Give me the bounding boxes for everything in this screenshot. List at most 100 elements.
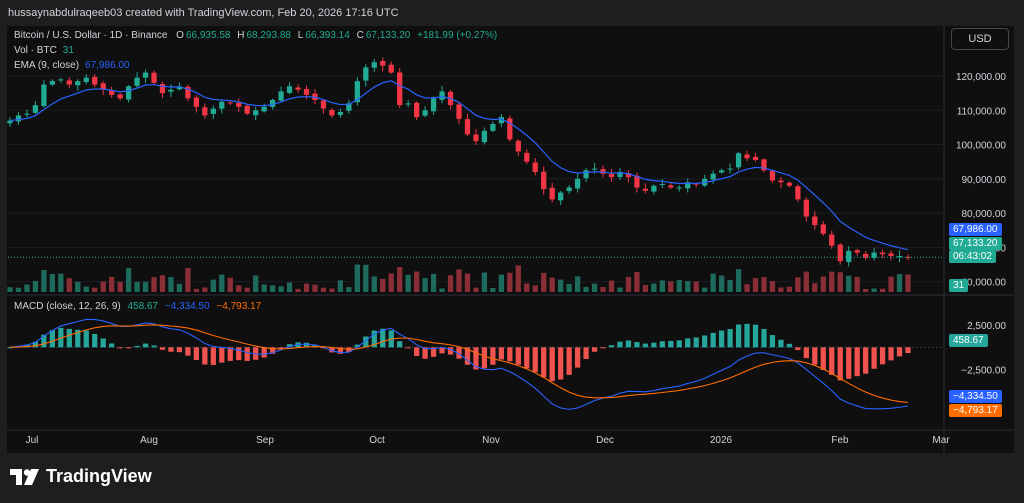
macd-histogram-bar bbox=[566, 347, 572, 375]
candle-body bbox=[159, 83, 166, 94]
macd-histogram-bar bbox=[185, 347, 191, 356]
volume-bar bbox=[837, 272, 843, 292]
volume-bar bbox=[202, 287, 208, 292]
volume-bar bbox=[668, 281, 674, 292]
candle-body bbox=[888, 253, 894, 256]
currency-button[interactable]: USD bbox=[951, 28, 1009, 50]
volume-bar bbox=[532, 285, 538, 292]
candle-body bbox=[49, 81, 55, 85]
volume-bar bbox=[854, 276, 860, 292]
volume-bar bbox=[278, 286, 284, 292]
volume-bar bbox=[871, 288, 877, 292]
volume-bar bbox=[261, 284, 267, 292]
volume-legend[interactable]: Vol · BTC 31 bbox=[14, 45, 74, 56]
candle-body bbox=[871, 252, 877, 258]
attribution: hussaynabdulraqeeb03 created with Tradin… bbox=[8, 7, 399, 19]
volume-bar bbox=[7, 287, 13, 292]
volume-bar bbox=[778, 287, 784, 292]
volume-bar bbox=[447, 275, 454, 292]
macd-histogram-bar bbox=[541, 347, 547, 378]
volume-bar bbox=[710, 273, 716, 292]
volume-bar bbox=[303, 283, 310, 292]
candle-body bbox=[24, 113, 30, 115]
macd-histogram-bar bbox=[100, 338, 106, 348]
volume-bar bbox=[812, 283, 818, 292]
macd-histogram-bar bbox=[795, 347, 801, 351]
candle-body bbox=[244, 105, 250, 114]
macd-histogram-bar bbox=[49, 330, 55, 348]
candle-body bbox=[642, 188, 649, 191]
macd-histogram-bar bbox=[75, 329, 81, 348]
macd-histogram-bar bbox=[854, 347, 860, 377]
macd-histogram-bar bbox=[549, 347, 555, 382]
macd-line-tag: −4,334.50 bbox=[949, 390, 1002, 403]
candle-body bbox=[591, 168, 598, 170]
macd-histogram-bar bbox=[134, 345, 140, 348]
candle-body bbox=[829, 234, 835, 246]
volume-bar bbox=[295, 288, 301, 292]
volume-bar bbox=[473, 287, 479, 292]
macd-legend[interactable]: MACD (close, 12, 26, 9) 458.67 −4,334.50… bbox=[14, 301, 262, 312]
volume-bar bbox=[481, 272, 488, 292]
volume-bar bbox=[498, 274, 504, 292]
macd-histogram-bar bbox=[871, 347, 877, 369]
macd-histogram-bar bbox=[846, 347, 852, 379]
candle-body bbox=[464, 119, 471, 135]
candle-body bbox=[253, 110, 259, 116]
volume-bar bbox=[524, 283, 530, 292]
macd-histogram-bar bbox=[66, 328, 72, 348]
macd-histogram-bar bbox=[473, 347, 479, 370]
volume-bar bbox=[176, 283, 183, 292]
macd-histogram-bar bbox=[236, 347, 242, 361]
macd-histogram-bar bbox=[668, 340, 674, 348]
volume-bar bbox=[142, 281, 149, 292]
price-tick-label: 100,000.00 bbox=[956, 141, 1006, 152]
volume-bar bbox=[549, 277, 555, 292]
candle-body bbox=[524, 152, 530, 162]
macd-histogram-bar bbox=[744, 323, 750, 348]
macd-histogram-bar bbox=[380, 328, 386, 348]
time-axis-label: Dec bbox=[596, 435, 614, 446]
candle-body bbox=[405, 103, 411, 105]
volume-bar bbox=[846, 275, 852, 292]
macd-histogram-bar bbox=[761, 328, 767, 348]
symbol-label[interactable]: Bitcoin / U.S. Dollar · 1D · Binance bbox=[14, 30, 168, 41]
volume-bar bbox=[75, 281, 81, 292]
macd-histogram-bar bbox=[515, 347, 521, 365]
volume-bar bbox=[312, 284, 318, 292]
volume-bar bbox=[693, 281, 699, 292]
volume-bar bbox=[456, 269, 462, 292]
macd-histogram-bar bbox=[261, 347, 267, 358]
price-tick-label: 120,000.00 bbox=[956, 72, 1006, 83]
candle-body bbox=[185, 86, 191, 99]
tradingview-logo[interactable]: TradingView bbox=[10, 466, 152, 487]
candle-body bbox=[744, 154, 750, 159]
macd-histogram-bar bbox=[752, 324, 759, 348]
ema-legend[interactable]: EMA (9, close) 67,986.00 bbox=[14, 60, 130, 71]
candle-body bbox=[566, 187, 572, 192]
volume-bar bbox=[651, 283, 657, 292]
macd-histogram-bar bbox=[778, 339, 784, 348]
volume-bar bbox=[151, 277, 157, 292]
macd-histogram-bar bbox=[608, 345, 615, 348]
candle-body bbox=[668, 185, 674, 188]
macd-histogram-bar bbox=[642, 343, 649, 348]
price-tick-label: 80,000.00 bbox=[962, 209, 1007, 220]
macd-histogram-bar bbox=[574, 347, 581, 368]
candle-body bbox=[574, 178, 581, 189]
candle-body bbox=[634, 175, 640, 188]
time-axis-label: Nov bbox=[482, 435, 500, 446]
macd-signal-line bbox=[9, 324, 909, 403]
volume-bar bbox=[464, 273, 471, 292]
macd-histogram-bar bbox=[905, 347, 911, 354]
macd-histogram-bar bbox=[219, 347, 225, 363]
macd-histogram-bar bbox=[490, 347, 496, 365]
volume-bar bbox=[219, 274, 225, 292]
volume-bar bbox=[430, 273, 437, 292]
volume-bar bbox=[879, 288, 886, 292]
volume-bar bbox=[193, 288, 200, 292]
candle-body bbox=[786, 182, 793, 186]
volume-bar bbox=[24, 284, 30, 292]
candle-body bbox=[354, 81, 360, 103]
macd-histogram-bar bbox=[769, 335, 776, 348]
